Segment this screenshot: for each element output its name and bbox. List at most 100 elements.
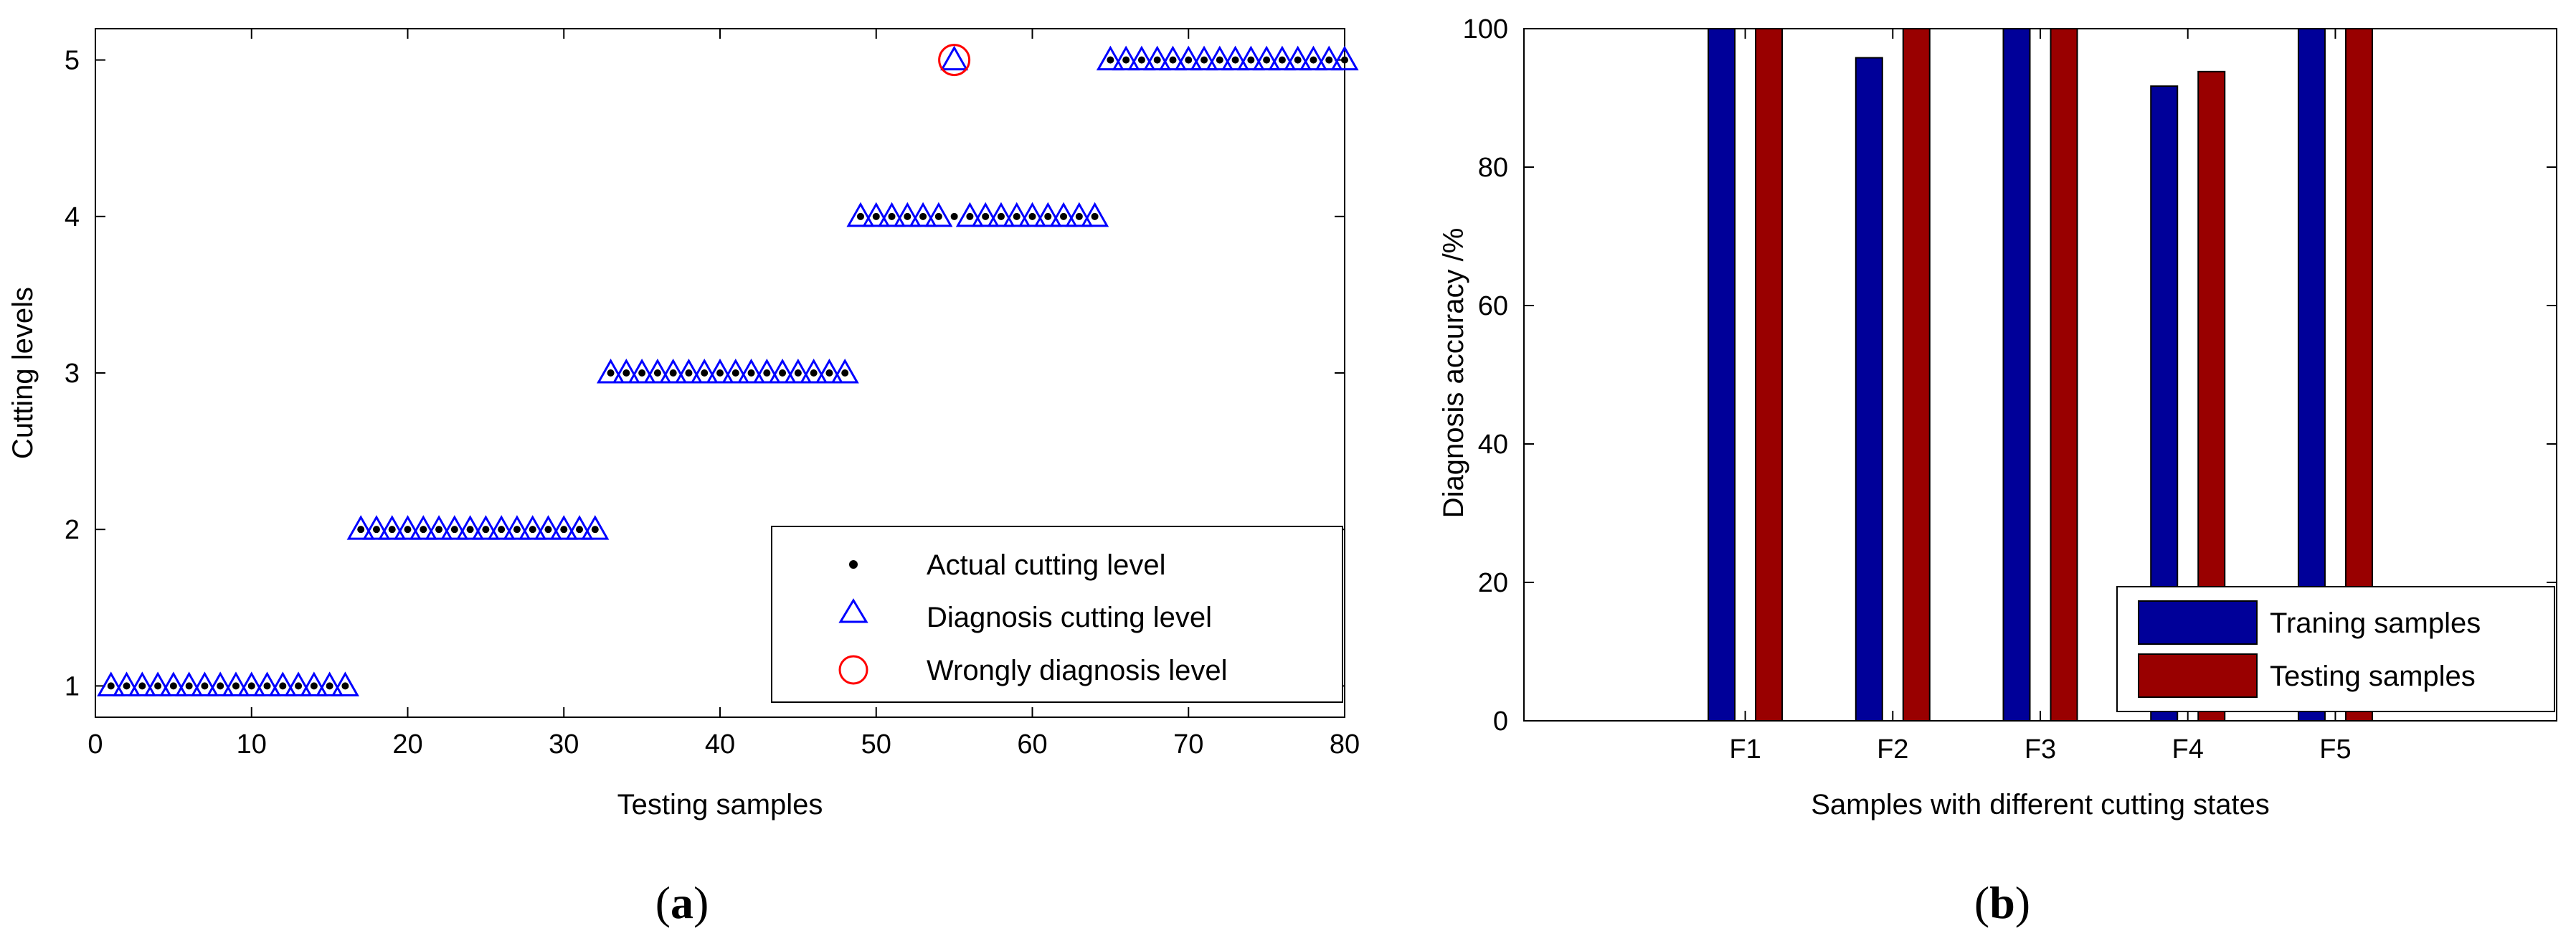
actual-dot-point bbox=[701, 369, 709, 377]
actual-dot-point bbox=[498, 526, 506, 534]
diagnosis-triangle-point bbox=[409, 515, 437, 540]
y-tick-label: 4 bbox=[65, 202, 80, 232]
diagnosis-triangle-point bbox=[1252, 45, 1281, 71]
y-tick-label: 40 bbox=[1478, 430, 1508, 460]
diagnosis-triangle-point bbox=[487, 515, 516, 540]
diagnosis-triangle-point bbox=[752, 358, 781, 384]
diagnosis-triangle-point bbox=[877, 202, 906, 227]
panel-a-scatter-chart: 0 10 20 30 40 50 60 70 80 1 2 3 4 5 Testing samples C… bbox=[7, 28, 1360, 928]
diagnosis-triangle-point bbox=[1018, 202, 1047, 227]
actual-dot-point bbox=[810, 369, 818, 377]
legend-swatch-testing bbox=[2138, 653, 2258, 698]
legend-swatch-training bbox=[2138, 600, 2258, 645]
actual-dot-point bbox=[107, 682, 115, 690]
diagnosis-triangle-point bbox=[987, 202, 1015, 227]
diagnosis-triangle-point bbox=[690, 358, 719, 384]
diagnosis-triangle-point bbox=[1174, 45, 1203, 71]
bar-testing-f3 bbox=[2050, 28, 2078, 722]
diagnosis-triangle-point bbox=[222, 671, 250, 696]
actual-dot-point bbox=[919, 212, 927, 220]
actual-dot-point bbox=[747, 369, 755, 377]
actual-dot-point bbox=[326, 682, 333, 690]
diagnosis-triangle-point bbox=[190, 671, 219, 696]
wrong-diagnosis-circle bbox=[938, 44, 971, 77]
actual-dot-point bbox=[279, 682, 287, 690]
x-tick-label: 20 bbox=[392, 729, 422, 760]
x-tick-label: 10 bbox=[237, 729, 267, 760]
legend-dot-marker bbox=[849, 560, 858, 569]
actual-dot-point bbox=[154, 682, 162, 690]
panel-b-x-axis-title: Samples with different cutting states bbox=[1811, 789, 2270, 821]
actual-dot-point bbox=[529, 526, 536, 534]
diagnosis-triangle-point bbox=[846, 202, 875, 227]
actual-dot-point bbox=[185, 682, 193, 690]
actual-dot-point bbox=[1091, 212, 1099, 220]
actual-dot-point bbox=[1185, 56, 1193, 64]
x-tick-label: 60 bbox=[1017, 729, 1047, 760]
actual-dot-point bbox=[731, 369, 739, 377]
diagnosis-triangle-point bbox=[971, 202, 1000, 227]
bar-training-f1 bbox=[1708, 28, 1736, 722]
diagnosis-triangle-point bbox=[159, 671, 188, 696]
diagnosis-triangle-point bbox=[237, 671, 266, 696]
diagnosis-triangle-point bbox=[909, 202, 937, 227]
panel-b-legend: Traning samples Testing samples bbox=[2116, 586, 2555, 712]
actual-dot-point bbox=[482, 526, 490, 534]
diagnosis-triangle-point bbox=[362, 515, 391, 540]
actual-dot-point bbox=[872, 212, 880, 220]
y-tick-label: 1 bbox=[65, 671, 80, 701]
actual-dot-point bbox=[966, 212, 974, 220]
diagnosis-triangle-point bbox=[924, 202, 953, 227]
diagnosis-triangle-point bbox=[706, 358, 734, 384]
diagnosis-triangle-point bbox=[565, 515, 594, 540]
actual-dot-point bbox=[653, 369, 661, 377]
diagnosis-triangle-point bbox=[440, 515, 469, 540]
x-tick-label: 30 bbox=[549, 729, 579, 760]
actual-dot-point bbox=[295, 682, 303, 690]
actual-dot-point bbox=[950, 212, 958, 220]
diagnosis-triangle-point bbox=[1236, 45, 1265, 71]
actual-dot-point bbox=[341, 682, 349, 690]
diagnosis-triangle-point bbox=[659, 358, 688, 384]
diagnosis-triangle-point bbox=[378, 515, 407, 540]
actual-dot-point bbox=[435, 526, 443, 534]
legend-label-actual: Actual cutting level bbox=[927, 549, 1166, 581]
y-tick-label: 3 bbox=[65, 359, 80, 389]
diagnosis-triangle-point bbox=[1127, 45, 1156, 71]
x-tick-label: 70 bbox=[1173, 729, 1203, 760]
actual-dot-point bbox=[1216, 56, 1223, 64]
diagnosis-triangle-point bbox=[628, 358, 656, 384]
diagnosis-triangle-point bbox=[143, 671, 172, 696]
y-tick-label: 80 bbox=[1478, 153, 1508, 183]
actual-dot-point bbox=[513, 526, 521, 534]
panel-a-x-axis-title: Testing samples bbox=[617, 789, 823, 821]
actual-dot-point bbox=[982, 212, 990, 220]
diagnosis-triangle-point bbox=[471, 515, 500, 540]
actual-dot-point bbox=[372, 526, 380, 534]
x-tick-label: F2 bbox=[1877, 734, 1908, 765]
diagnosis-triangle-point bbox=[268, 671, 297, 696]
legend-label-testing: Testing samples bbox=[2270, 661, 2476, 692]
actual-dot-point bbox=[466, 526, 474, 534]
diagnosis-triangle-point bbox=[518, 515, 547, 540]
legend-label-diagnosis: Diagnosis cutting level bbox=[927, 602, 1212, 633]
legend-label-wrong: Wrongly diagnosis level bbox=[927, 655, 1227, 686]
actual-dot-point bbox=[904, 212, 911, 220]
actual-dot-point bbox=[1137, 56, 1145, 64]
actual-dot-point bbox=[1075, 212, 1083, 220]
diagnosis-triangle-point bbox=[300, 671, 328, 696]
actual-dot-point bbox=[638, 369, 646, 377]
diagnosis-triangle-point bbox=[1065, 202, 1094, 227]
x-tick-label: 40 bbox=[705, 729, 735, 760]
diagnosis-triangle-point bbox=[581, 515, 610, 540]
diagnosis-triangle-point bbox=[1268, 45, 1297, 71]
diagnosis-triangle-point bbox=[128, 671, 156, 696]
y-tick-label: 20 bbox=[1478, 568, 1508, 598]
x-tick-label: 0 bbox=[87, 729, 103, 760]
diagnosis-triangle-point bbox=[830, 358, 859, 384]
y-tick-label: 60 bbox=[1478, 291, 1508, 321]
diagnosis-triangle-point bbox=[1330, 45, 1359, 71]
legend-label-training: Traning samples bbox=[2270, 607, 2481, 639]
bar-training-f2 bbox=[1855, 57, 1883, 722]
